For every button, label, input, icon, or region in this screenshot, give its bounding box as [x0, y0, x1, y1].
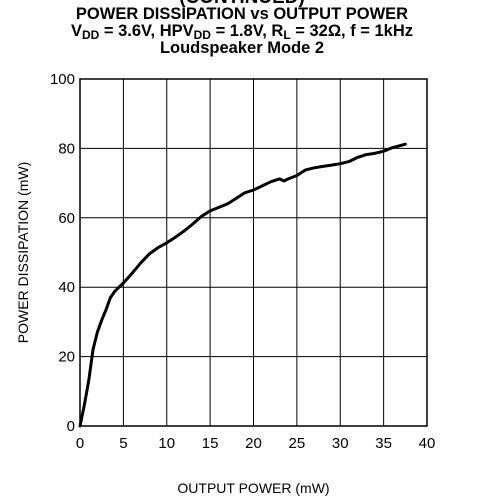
x-tick-label: 40	[419, 435, 436, 452]
y-tick-label: 20	[58, 349, 75, 366]
chart-title: POWER DISSIPATION vs OUTPUT POWER	[75, 5, 409, 23]
chart-mode-label: Loudspeaker Mode 2	[159, 39, 325, 57]
grid	[79, 78, 428, 427]
x-tick-labels: 0 5 10 15 20 25 30 35 40	[76, 435, 436, 452]
x-tick-label: 25	[289, 435, 306, 452]
x-tick-label: 35	[375, 435, 392, 452]
x-tick-label: 20	[245, 435, 262, 452]
y-tick-label: 60	[58, 210, 75, 227]
x-tick-label: 0	[76, 435, 84, 452]
y-axis-label: POWER DISSIPATION (mW)	[15, 162, 31, 343]
y-tick-label: 40	[58, 279, 75, 296]
x-tick-label: 15	[202, 435, 219, 452]
chart-title-block: POWER DISSIPATION vs OUTPUT POWER VDD = …	[0, 6, 484, 57]
y-tick-labels: 0 20 40 60 80 100	[50, 71, 75, 435]
x-tick-label: 30	[332, 435, 349, 452]
y-tick-label: 80	[58, 140, 75, 157]
cut-off-header: (CONTINUED)	[0, 0, 484, 9]
plot-frame	[79, 78, 428, 427]
x-tick-label: 10	[158, 435, 175, 452]
y-tick-label: 0	[67, 418, 75, 435]
chart-subtitle: VDD = 3.6V, HPVDD = 1.8V, RL = 32Ω, f = …	[70, 22, 414, 42]
x-tick-label: 5	[119, 435, 127, 452]
series-line	[78, 142, 407, 428]
x-axis-label: OUTPUT POWER (mW)	[177, 480, 329, 496]
y-tick-label: 100	[50, 71, 75, 88]
